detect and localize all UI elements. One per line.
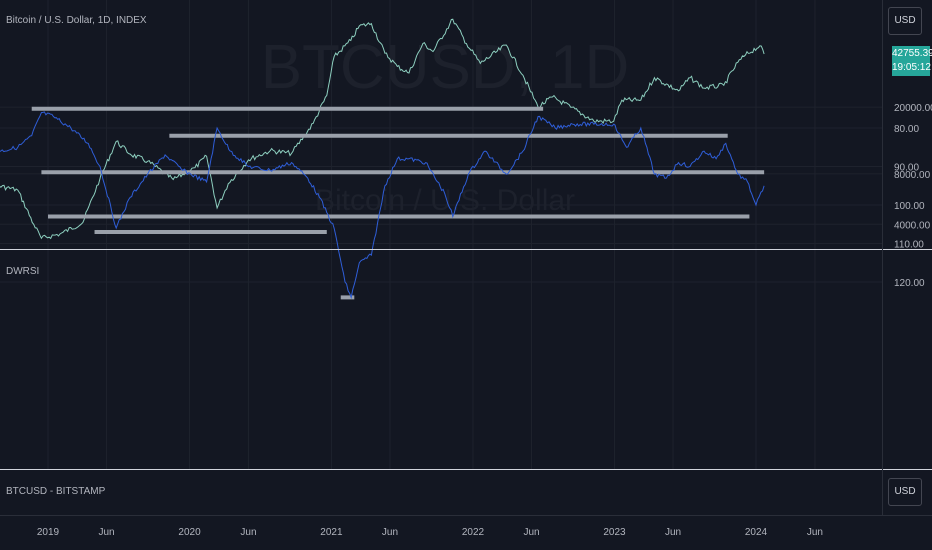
time-axis-tick-label: Jun — [98, 527, 114, 538]
watermark-layer: BTCUSD, 1D Bitcoin / U.S. Dollar — [261, 33, 630, 217]
indicator-axis-tick-label: 120.00 — [894, 278, 925, 289]
indicator-axis-tick-label: 110.00 — [894, 240, 924, 251]
last-price-badge: 42755.39 19:05:12 — [892, 46, 932, 76]
footer-currency-button[interactable]: USD — [888, 478, 922, 506]
price-axis-tick-label: 8000.00 — [894, 170, 931, 181]
indicator-axis-tick-label: 90.00 — [894, 163, 919, 174]
time-axis-tick-label: 2019 — [37, 527, 60, 538]
axis-layer: 4000.00 8000.00 20000.00 80.00 90.00 100.00 11… — [37, 103, 932, 538]
dwrsi-series-line — [0, 111, 765, 300]
indicator-layer — [0, 111, 765, 300]
indicator-title[interactable]: DWRSI — [6, 266, 40, 277]
footer-symbol-label: BTCUSD - BITSTAMP — [6, 486, 106, 497]
price-axis-tick-label: 4000.00 — [894, 220, 931, 231]
time-axis-tick-label: 2022 — [462, 527, 485, 538]
indicator-axis-tick-label: 80.00 — [894, 124, 919, 135]
time-axis-tick-label: 2023 — [603, 527, 626, 538]
time-axis-tick-label: Jun — [665, 527, 681, 538]
price-axis-tick-label: 20000.00 — [894, 103, 932, 114]
countdown-timer: 19:05:12 — [892, 62, 931, 73]
indicator-axis-tick-label: 100.00 — [894, 201, 925, 212]
time-axis-tick-label: Jun — [382, 527, 398, 538]
symbol-title[interactable]: Bitcoin / U.S. Dollar, 1D, INDEX — [6, 15, 147, 26]
time-axis-tick-label: Jun — [807, 527, 823, 538]
divider-layer — [0, 0, 932, 516]
watermark-symbol: BTCUSD, 1D — [261, 33, 630, 102]
time-axis-tick-label: 2020 — [178, 527, 201, 538]
time-axis-tick-label: Jun — [523, 527, 539, 538]
time-axis-tick-label: 2021 — [320, 527, 343, 538]
level-bars-layer — [31, 106, 765, 300]
watermark-name: Bitcoin / U.S. Dollar — [315, 184, 575, 217]
currency-button[interactable]: USD — [888, 7, 922, 35]
price-series-line — [0, 18, 765, 240]
last-price-value: 42755.39 — [892, 48, 932, 59]
time-axis-tick-label: 2024 — [745, 527, 768, 538]
price-layer — [0, 18, 765, 240]
time-axis-tick-label: Jun — [240, 527, 256, 538]
grid-layer — [0, 0, 882, 470]
